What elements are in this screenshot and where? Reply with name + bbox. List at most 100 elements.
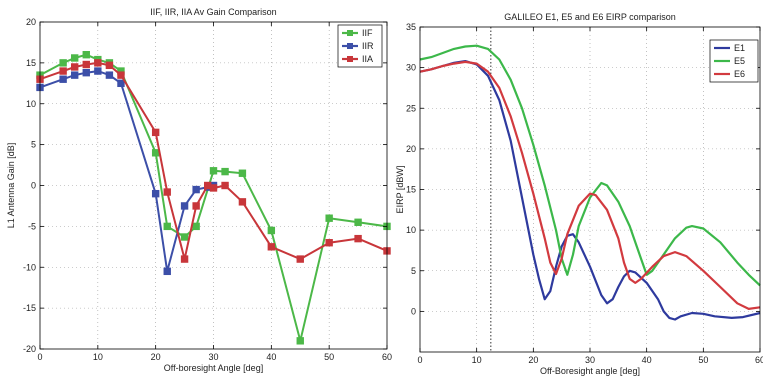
x-tick-label: 30 [208, 352, 218, 362]
data-point [105, 61, 114, 70]
data-point [238, 169, 247, 177]
x-tick-label: 60 [382, 352, 392, 362]
data-point [209, 184, 218, 192]
data-point [71, 71, 79, 79]
data-point [151, 128, 160, 137]
x-tick-label: 40 [642, 355, 652, 365]
y-tick-label: 10 [26, 99, 36, 109]
data-point [82, 60, 90, 69]
data-point [192, 185, 200, 194]
data-point [221, 181, 229, 190]
data-point [180, 202, 189, 210]
y-tick-label: 20 [406, 144, 416, 154]
legend-item-e5: E5 [714, 56, 745, 66]
data-point [71, 63, 79, 71]
y-tick-label: 0 [411, 306, 416, 316]
x-tick-label: 10 [472, 355, 482, 365]
x-tick-label: 60 [755, 355, 763, 365]
data-point [163, 267, 171, 276]
legend-label: E1 [734, 43, 745, 53]
y-axis-label: EIRP [dBW] [395, 166, 405, 214]
legend-item-iia: IIA [342, 54, 373, 64]
data-point [192, 202, 200, 210]
legend-marker [347, 56, 353, 62]
y-tick-label: 10 [406, 225, 416, 235]
data-point [180, 255, 189, 263]
legend-label: E5 [734, 56, 745, 66]
y-tick-label: 0 [31, 181, 36, 191]
legend-item-e1: E1 [714, 43, 745, 53]
y-tick-label: 5 [31, 140, 36, 150]
data-point [163, 188, 171, 196]
data-point [59, 75, 67, 83]
data-point [59, 67, 67, 75]
data-point [151, 149, 160, 157]
x-tick-label: 50 [324, 352, 334, 362]
chart-title: IIF, IIR, IIA Av Gain Comparison [150, 7, 276, 17]
data-point [82, 68, 90, 77]
legend-label: IIA [362, 54, 373, 64]
data-point [117, 71, 125, 79]
legend-marker [347, 43, 353, 49]
y-tick-label: -5 [28, 221, 36, 231]
y-tick-label: 20 [26, 17, 36, 27]
y-tick-label: 35 [406, 22, 416, 32]
legend-item-e6: E6 [714, 69, 745, 79]
data-point [71, 54, 79, 62]
galileo-eirp-chart: 0 10 20 30 40 50 60 0 5 10 15 20 25 30 35 GALILEO E1, E… [395, 12, 763, 376]
series-line-e1 [419, 60, 761, 321]
data-point [325, 239, 333, 247]
chart-title: GALILEO E1, E5 and E6 EIRP comparison [504, 12, 675, 22]
x-tick-label: 20 [151, 352, 161, 362]
data-point [267, 243, 276, 251]
data-point [94, 59, 102, 67]
data-point [209, 167, 218, 175]
x-tick-label: 30 [585, 355, 595, 365]
gps-gain-chart: 0 10 20 30 40 50 60 -20 -15 -10 -5 0 5 10 15 20 IIF, IIR… [6, 7, 392, 373]
data-point [163, 222, 171, 231]
data-point [221, 167, 229, 176]
y-tick-label: 15 [406, 185, 416, 195]
x-tick-label: 50 [698, 355, 708, 365]
data-point [296, 337, 304, 345]
series-line-e6 [419, 60, 761, 310]
series-e6 [419, 60, 761, 310]
y-tick-label: 30 [406, 63, 416, 73]
data-point [59, 59, 67, 67]
y-tick-label: 5 [411, 266, 416, 276]
legend-item-iir: IIR [342, 41, 374, 51]
x-axis-label: Off-boresight Angle [deg] [164, 363, 263, 373]
series-e5 [419, 44, 761, 287]
y-tick-label: -10 [23, 262, 36, 272]
data-point [296, 255, 304, 263]
data-point [94, 67, 102, 75]
series-e1 [419, 60, 761, 321]
data-point [238, 198, 247, 206]
data-point [151, 189, 160, 198]
legend-item-iif: IIF [342, 28, 373, 38]
data-point [180, 233, 189, 241]
data-point [354, 218, 362, 226]
legend: IIF IIR IIA [337, 24, 383, 68]
data-point [105, 71, 114, 79]
legend-label: IIF [362, 28, 373, 38]
data-point [117, 79, 125, 88]
series-line-e5 [419, 44, 761, 287]
x-tick-label: 40 [266, 352, 276, 362]
y-tick-label: -20 [23, 344, 36, 354]
data-point [82, 51, 90, 59]
data-point [192, 222, 200, 231]
y-tick-label: 25 [406, 103, 416, 113]
y-tick-label: 15 [26, 58, 36, 68]
x-axis-label: Off-Boresight angle [deg] [540, 366, 640, 376]
x-tick-label: 0 [417, 355, 422, 365]
legend-label: IIR [362, 41, 374, 51]
y-tick-label: -15 [23, 303, 36, 313]
legend: E1 E5 E6 [709, 39, 759, 83]
x-tick-label: 20 [528, 355, 538, 365]
data-point [354, 234, 362, 243]
legend-marker [347, 30, 353, 36]
x-tick-label: 0 [37, 352, 42, 362]
data-point [325, 214, 333, 222]
